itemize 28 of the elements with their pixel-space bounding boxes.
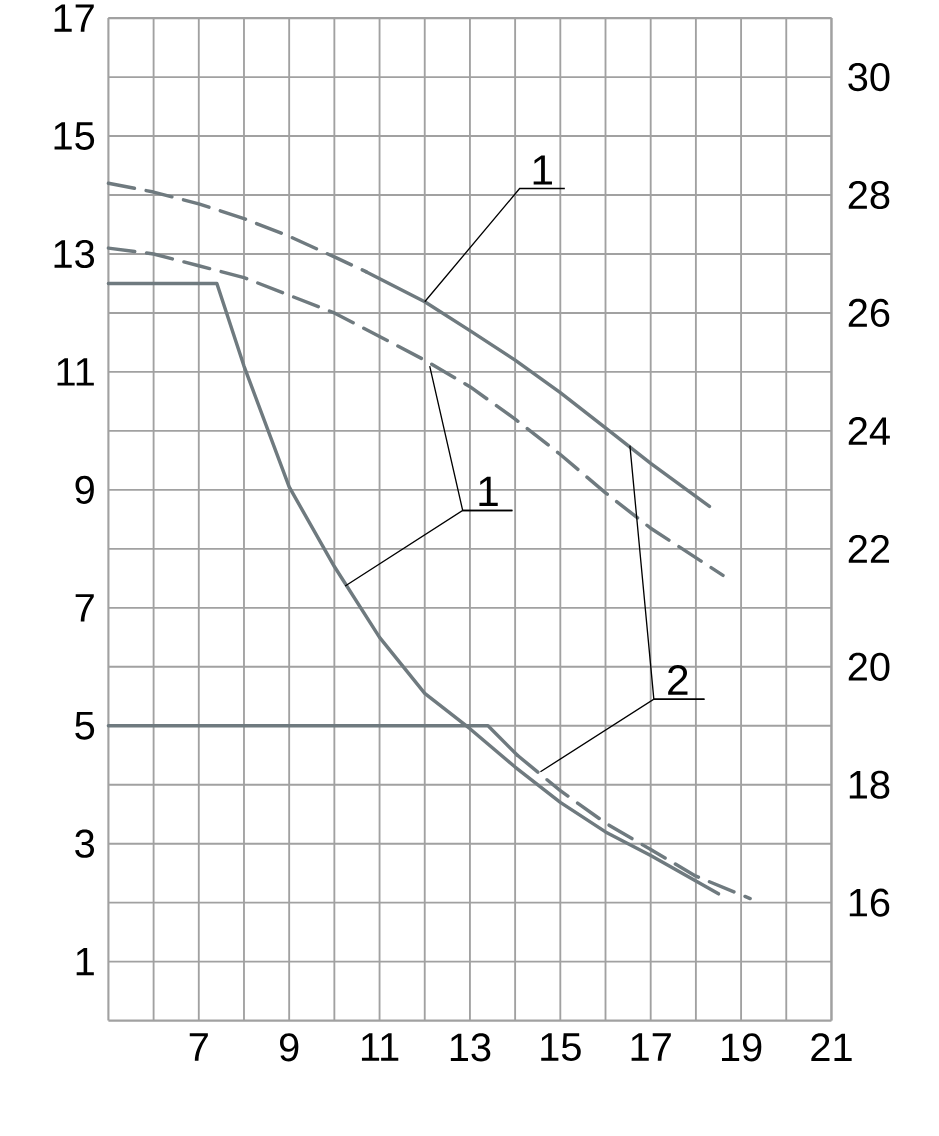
y-tick-label: 13 xyxy=(54,239,95,269)
y2-tick-label: 30 xyxy=(848,62,890,92)
annotation: 1 xyxy=(479,476,498,506)
x-tick-label: 7 xyxy=(189,1033,208,1061)
x-tick-label: 13 xyxy=(450,1033,491,1062)
x-tick-label: 11 xyxy=(362,1033,399,1061)
y-tick-label: 11 xyxy=(57,358,94,386)
annotation: 2 xyxy=(668,665,688,695)
y-tick-label: 3 xyxy=(75,829,95,858)
y-tick-label: 17 xyxy=(54,4,94,32)
x-tick-label: 9 xyxy=(280,1033,299,1062)
y2-tick-label: 26 xyxy=(848,298,890,328)
y-tick-label: 15 xyxy=(54,122,95,150)
y-tick-label: 1 xyxy=(76,947,94,976)
y-tick-label: 5 xyxy=(75,711,95,740)
y2-tick-label: 18 xyxy=(849,770,890,799)
x-tick-label: 19 xyxy=(722,1033,762,1062)
y2-tick-label: 28 xyxy=(848,180,890,210)
x-tick-label: 15 xyxy=(541,1033,581,1062)
y-tick-label: 9 xyxy=(75,475,94,504)
y2-tick-label: 24 xyxy=(848,417,890,445)
y2-tick-label: 22 xyxy=(848,534,890,563)
annotation: 1 xyxy=(533,155,553,185)
x-tick-label: 21 xyxy=(811,1033,852,1062)
y2-tick-label: 20 xyxy=(848,652,890,681)
y2-tick-label: 16 xyxy=(849,888,890,917)
y-tick-label: 7 xyxy=(75,594,94,622)
x-tick-label: 17 xyxy=(631,1033,671,1061)
